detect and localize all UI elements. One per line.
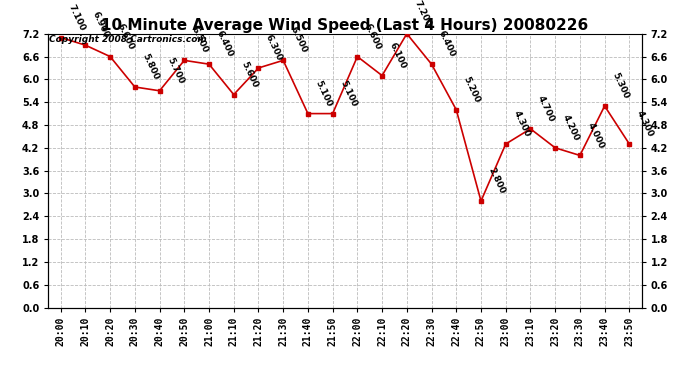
- Text: 6.400: 6.400: [437, 29, 457, 58]
- Text: 6.500: 6.500: [288, 26, 309, 55]
- Title: 10 Minute Average Wind Speed (Last 4 Hours) 20080226: 10 Minute Average Wind Speed (Last 4 Hou…: [101, 18, 589, 33]
- Text: 5.800: 5.800: [140, 52, 161, 81]
- Text: 6.600: 6.600: [363, 22, 383, 51]
- Text: Copyright 2008 Cartronics.com: Copyright 2008 Cartronics.com: [50, 35, 207, 44]
- Text: 4.300: 4.300: [511, 109, 531, 138]
- Text: 4.300: 4.300: [635, 109, 655, 138]
- Text: 7.100: 7.100: [66, 3, 86, 32]
- Text: 6.300: 6.300: [264, 33, 284, 62]
- Text: 4.700: 4.700: [536, 94, 556, 123]
- Text: 6.500: 6.500: [190, 26, 210, 55]
- Text: 5.100: 5.100: [313, 79, 333, 108]
- Text: 2.800: 2.800: [486, 166, 506, 195]
- Text: 5.700: 5.700: [165, 56, 185, 85]
- Text: 5.200: 5.200: [462, 75, 482, 104]
- Text: 6.400: 6.400: [215, 29, 235, 58]
- Text: 6.600: 6.600: [116, 22, 136, 51]
- Text: 5.100: 5.100: [338, 79, 358, 108]
- Text: 7.200: 7.200: [413, 0, 433, 28]
- Text: 4.000: 4.000: [585, 121, 606, 150]
- Text: 4.200: 4.200: [561, 113, 581, 142]
- Text: 5.600: 5.600: [239, 60, 259, 89]
- Text: 6.100: 6.100: [388, 41, 408, 70]
- Text: 6.900: 6.900: [91, 10, 111, 40]
- Text: 5.300: 5.300: [610, 71, 630, 100]
